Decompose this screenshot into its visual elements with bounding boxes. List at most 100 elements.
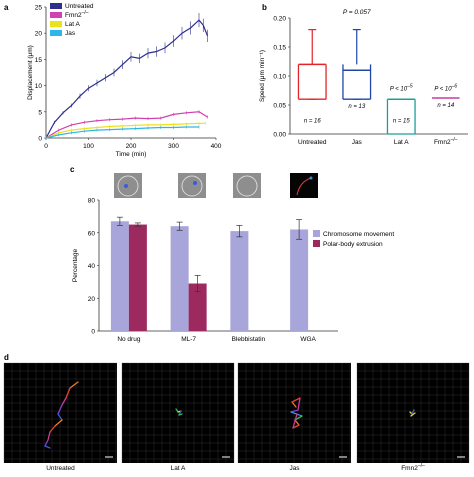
- c-y-tick-label: 80: [88, 198, 96, 205]
- panel-label-a: a: [4, 3, 9, 12]
- thumb-wga-end: [309, 176, 313, 180]
- panel-label-c: c: [70, 165, 75, 174]
- b-y-tick-label: 0.15: [273, 45, 286, 52]
- thumb-ml7-oocyte: [181, 175, 203, 197]
- panel-c-thumbnails: [114, 173, 318, 198]
- d-track-segment: [65, 387, 71, 399]
- d-track-label: Untreated: [46, 465, 75, 472]
- a-y-tick-label: 20: [35, 31, 43, 38]
- c-bar-polar: [188, 283, 207, 331]
- thumb-no-drug: [114, 173, 142, 198]
- b-n-label-speed_fmn2: n = 14: [437, 103, 455, 109]
- d-track-segment: [44, 445, 51, 449]
- a-x-tick-label: 300: [168, 143, 179, 150]
- a-legend-swatch-jas: [50, 30, 62, 36]
- a-series-line-fmn2: [45, 111, 208, 139]
- c-bar-polar: [128, 224, 147, 331]
- d-track-segment: [47, 431, 51, 441]
- d-track-segment: [44, 439, 49, 447]
- panel-label-d: d: [4, 353, 9, 362]
- d-track-segment: [290, 409, 299, 413]
- d-image-panel: [4, 363, 117, 463]
- panel-label-b: b: [262, 3, 267, 12]
- b-x-tick-label-speed_jas: Jas: [352, 139, 363, 146]
- a-x-tick-label: 100: [83, 143, 94, 150]
- d-track-segment: [291, 397, 301, 403]
- d-track-label-superscript: –/–: [418, 463, 425, 469]
- b-y-tick-label: 0.10: [273, 74, 286, 81]
- d-track-segment: [178, 413, 183, 416]
- c-legend-swatch-chrom: [313, 230, 320, 237]
- b-y-tick-label: 0.00: [273, 132, 286, 139]
- b-p-label-speed_fmn2: P < 10–6: [434, 84, 457, 93]
- a-legend-swatch-untreated: [50, 3, 62, 9]
- c-y-tick-label: 60: [88, 230, 96, 237]
- a-legend-label-untreated: Untreated: [65, 3, 94, 10]
- d-track-segment: [297, 397, 301, 411]
- b-n-label-speed_untreated: n = 16: [304, 118, 322, 124]
- a-y-tick-label: 5: [38, 109, 42, 116]
- b-x-tick-label-speed_untreated: Untreated: [298, 139, 327, 146]
- a-y-axis-label: Displacement (μm): [27, 45, 34, 100]
- d-track-label: Jas: [289, 465, 300, 472]
- b-x-tick-label-speed_latA: Lat A: [394, 139, 409, 146]
- a-x-tick-label: 0: [44, 143, 48, 150]
- d-track-label: Fmn2–/–: [401, 463, 425, 472]
- a-y-tick-label: 10: [35, 83, 43, 90]
- thumb-ml7-chromosome: [193, 181, 197, 185]
- b-x-tick-label-speed_fmn2-superscript: –/–: [451, 137, 458, 143]
- a-x-axis-label: Time (min): [116, 151, 147, 158]
- c-y-tick-label: 20: [88, 296, 96, 303]
- c-y-tick-label: 0: [91, 329, 95, 336]
- a-legend-label-jas: Jas: [65, 30, 76, 37]
- a-legend-label-latA: Lat A: [65, 21, 80, 28]
- c-legend-label-chrom: Chromosome movement: [323, 231, 394, 238]
- c-legend-swatch-polar: [313, 240, 320, 247]
- a-legend-label-fmn2: Fmn2–/–: [65, 10, 89, 19]
- d-track-segment: [49, 425, 56, 433]
- b-n-label-speed_latA: n = 15: [393, 118, 411, 124]
- d-track-segment: [291, 401, 297, 408]
- c-x-tick-label: Blebbistatin: [232, 336, 266, 343]
- a-legend-label-fmn2-superscript: –/–: [82, 10, 89, 16]
- d-track-segment: [410, 412, 416, 417]
- b-n-label-speed_jas: n = 13: [348, 104, 366, 110]
- b-p-label-speed_latA: P < 10–5: [390, 84, 413, 93]
- c-legend-label-polar: Polar-body extrusion: [323, 241, 383, 248]
- thumb-no-drug-chromosome: [124, 184, 128, 188]
- thumb-wga: [290, 173, 318, 198]
- a-legend-swatch-latA: [50, 21, 62, 27]
- b-x-tick-label-speed_fmn2: Fmn2–/–: [434, 137, 458, 146]
- panel-a-displacement-chart: 0 5 10 15 20 25 0 100 200 300 400 Time (min) Displac…: [27, 3, 222, 158]
- c-bar-chrom: [230, 231, 249, 331]
- thumb-no-drug-oocyte: [117, 175, 139, 197]
- panel-d-tracks: Untreated Lat A Jas Fmn2–/–: [3, 362, 470, 472]
- d-track-segment: [54, 419, 63, 427]
- d-track-segment: [57, 413, 63, 421]
- thumb-blebbistatin: [233, 173, 261, 198]
- c-y-axis-label: Percentage: [72, 248, 79, 282]
- b-y-axis-label: Speed (μm min⁻¹): [259, 50, 266, 102]
- c-bar-chrom: [110, 221, 129, 331]
- b-y-tick-label: 0.20: [273, 16, 286, 23]
- c-x-tick-label: WGA: [300, 336, 316, 343]
- c-bar-chrom: [290, 229, 309, 331]
- d-track-segment: [292, 413, 298, 429]
- c-bar-chrom: [170, 226, 189, 331]
- c-x-tick-label: ML-7: [181, 336, 196, 343]
- a-series-line-untreated: [45, 19, 209, 139]
- a-y-tick-label: 25: [35, 5, 43, 12]
- a-series-line-latA: [45, 122, 206, 139]
- thumb-wga-trace: [296, 177, 312, 196]
- a-x-tick-label: 200: [126, 143, 137, 150]
- b-p-label-speed_latA-superscript: –5: [406, 84, 413, 90]
- a-x-tick-label: 400: [211, 143, 222, 150]
- d-track-segment: [294, 415, 303, 421]
- d-track-segment: [69, 381, 79, 389]
- d-track-label: Lat A: [171, 465, 186, 472]
- thumb-ml7: [178, 173, 206, 198]
- c-x-tick-label: No drug: [117, 336, 141, 343]
- b-p-label-speed_fmn2-superscript: –6: [451, 84, 458, 90]
- d-track-segment: [292, 424, 300, 429]
